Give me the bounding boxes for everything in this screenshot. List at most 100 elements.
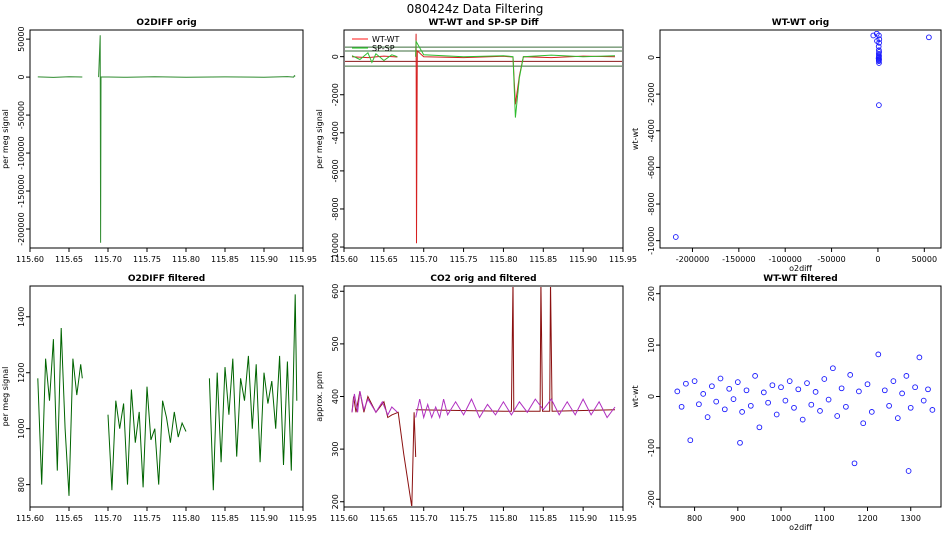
- scatter-point: [825, 396, 832, 403]
- scatter-point: [860, 420, 867, 427]
- y-tick-label: -6000: [331, 159, 340, 182]
- y-axis: 200 100 0 -100 -200: [647, 286, 660, 508]
- scatter-point: [817, 408, 823, 414]
- plot-area: [351, 287, 616, 506]
- x-tick-label: 115.70: [94, 255, 122, 264]
- scatter-point: [734, 379, 741, 385]
- y-tick-label: -200000: [17, 212, 26, 245]
- series-line-1: [351, 391, 417, 506]
- y-tick-label: -150000: [17, 174, 26, 207]
- x-tick-label: 115.60: [16, 255, 44, 264]
- scatter-point: [876, 102, 882, 108]
- scatter-point: [696, 401, 702, 408]
- y-axis: 800 1000 1200 1400: [17, 307, 30, 492]
- plot-area: [674, 351, 936, 474]
- scatter-point: [907, 404, 914, 411]
- chart-panel-4: O2DIFF filtered 115.60 115.65 115.70 115.75 1…: [1, 274, 317, 523]
- x-tick-label: 115.95: [609, 255, 637, 264]
- series-line-1: [37, 76, 83, 78]
- x-tick-label: -50000: [817, 255, 845, 264]
- x-tick-label: 115.65: [55, 255, 83, 264]
- x-tick-label: 115.60: [16, 514, 44, 523]
- y-axis-label: wt-wt: [631, 385, 640, 407]
- x-tick-label: 1100: [814, 514, 834, 523]
- y-tick-label: 600: [331, 284, 340, 299]
- scatter-point: [760, 389, 767, 396]
- scatter-point: [672, 234, 679, 240]
- x-tick-label: 115.95: [289, 514, 317, 523]
- x-tick-label: 115.90: [250, 255, 278, 264]
- y-axis: 200 300 400 500 600: [331, 284, 344, 509]
- y-tick-label: -4000: [331, 121, 340, 144]
- y-tick-label: -2000: [331, 83, 340, 106]
- x-axis: 115.60 115.65 115.70 115.75 115.80 115.85 115.…: [16, 507, 317, 523]
- x-tick-label: 115.60: [330, 255, 358, 264]
- scatter-point: [929, 407, 936, 413]
- scatter-point: [812, 389, 819, 395]
- x-axis: 115.60 115.65 115.70 115.75 115.80 115.85 115.…: [330, 248, 637, 264]
- scatter-point: [743, 387, 750, 394]
- x-tick-label: 115.80: [172, 255, 200, 264]
- scatter-point: [778, 384, 784, 391]
- scatter-point: [691, 378, 698, 384]
- x-tick-label: 1300: [901, 514, 921, 523]
- x-tick-label: 900: [730, 514, 745, 523]
- y-tick-label: -200: [647, 490, 656, 508]
- y-axis-label: per meg signal: [315, 109, 324, 169]
- scatter-point: [769, 382, 776, 389]
- scatter-point: [747, 402, 754, 409]
- x-tick-label: 115.85: [211, 255, 239, 264]
- series-line-1: [37, 327, 83, 496]
- scatter-point: [756, 424, 763, 431]
- chart-panel-3: WT-WT orig-200000 -150000 -100000 -50000 0 50…: [631, 18, 942, 273]
- scatter-point: [808, 401, 815, 408]
- x-axis: 800 900 1000 1100 1200 1300: [687, 507, 921, 523]
- y-axis: 0 -2000 -4000 -6000 -8000 -10000: [647, 55, 660, 255]
- scatter-point: [752, 373, 758, 379]
- y-tick-label: 1400: [17, 307, 26, 327]
- scatter-point: [905, 468, 912, 474]
- scatter-point: [834, 413, 841, 419]
- scatter-point: [737, 439, 743, 446]
- x-tick-label: 50000: [912, 255, 937, 264]
- scatter-point: [843, 403, 849, 410]
- x-tick-label: 115.95: [289, 255, 317, 264]
- scatter-point: [709, 383, 715, 390]
- x-tick-label: 115.60: [330, 514, 358, 523]
- plot-frame: [29, 285, 304, 508]
- scatter-point: [875, 43, 882, 50]
- y-tick-label: 0: [647, 394, 656, 399]
- x-tick-label: 115.85: [529, 255, 557, 264]
- scatter-point: [791, 404, 797, 411]
- scatter-point: [739, 409, 745, 415]
- x-tick-label: -100000: [768, 255, 801, 264]
- legend-label: WT-WT: [372, 35, 400, 44]
- scatter-point: [726, 385, 733, 392]
- series-line-1: [107, 386, 187, 491]
- y-axis-label: wt-wt: [631, 128, 640, 150]
- y-tick-label: -4000: [647, 119, 656, 142]
- x-tick-label: 115.75: [133, 514, 161, 523]
- y-tick-label: 500: [331, 336, 340, 351]
- y-tick-label: 0: [647, 55, 656, 60]
- chart-title: WT-WT filtered: [763, 274, 837, 284]
- scatter-point: [713, 398, 720, 405]
- chart-title: O2DIFF filtered: [128, 274, 205, 284]
- y-tick-label: -10000: [331, 233, 340, 261]
- series-line-1: [208, 294, 298, 491]
- x-tick-label: 115.80: [489, 255, 517, 264]
- x-axis: 115.60 115.65 115.70 115.75 115.80 115.85 115.…: [16, 248, 317, 264]
- scatter-point: [874, 38, 880, 44]
- x-tick-label: 0: [875, 255, 880, 264]
- x-tick-label: 800: [687, 514, 702, 523]
- y-tick-label: 0: [17, 75, 26, 80]
- scatter-point: [873, 31, 880, 37]
- scatter-point: [821, 376, 828, 382]
- y-tick-label: 50000: [17, 26, 26, 51]
- y-axis-label: per meg signal: [1, 109, 10, 169]
- plot-frame: [29, 29, 304, 249]
